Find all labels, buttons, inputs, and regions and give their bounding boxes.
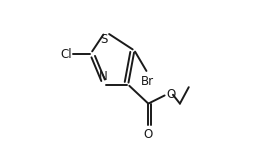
Text: S: S [100,33,108,46]
Text: Cl: Cl [60,48,72,61]
Text: Br: Br [140,75,154,88]
Text: O: O [144,128,153,141]
Text: O: O [167,88,176,101]
Text: N: N [99,70,107,83]
